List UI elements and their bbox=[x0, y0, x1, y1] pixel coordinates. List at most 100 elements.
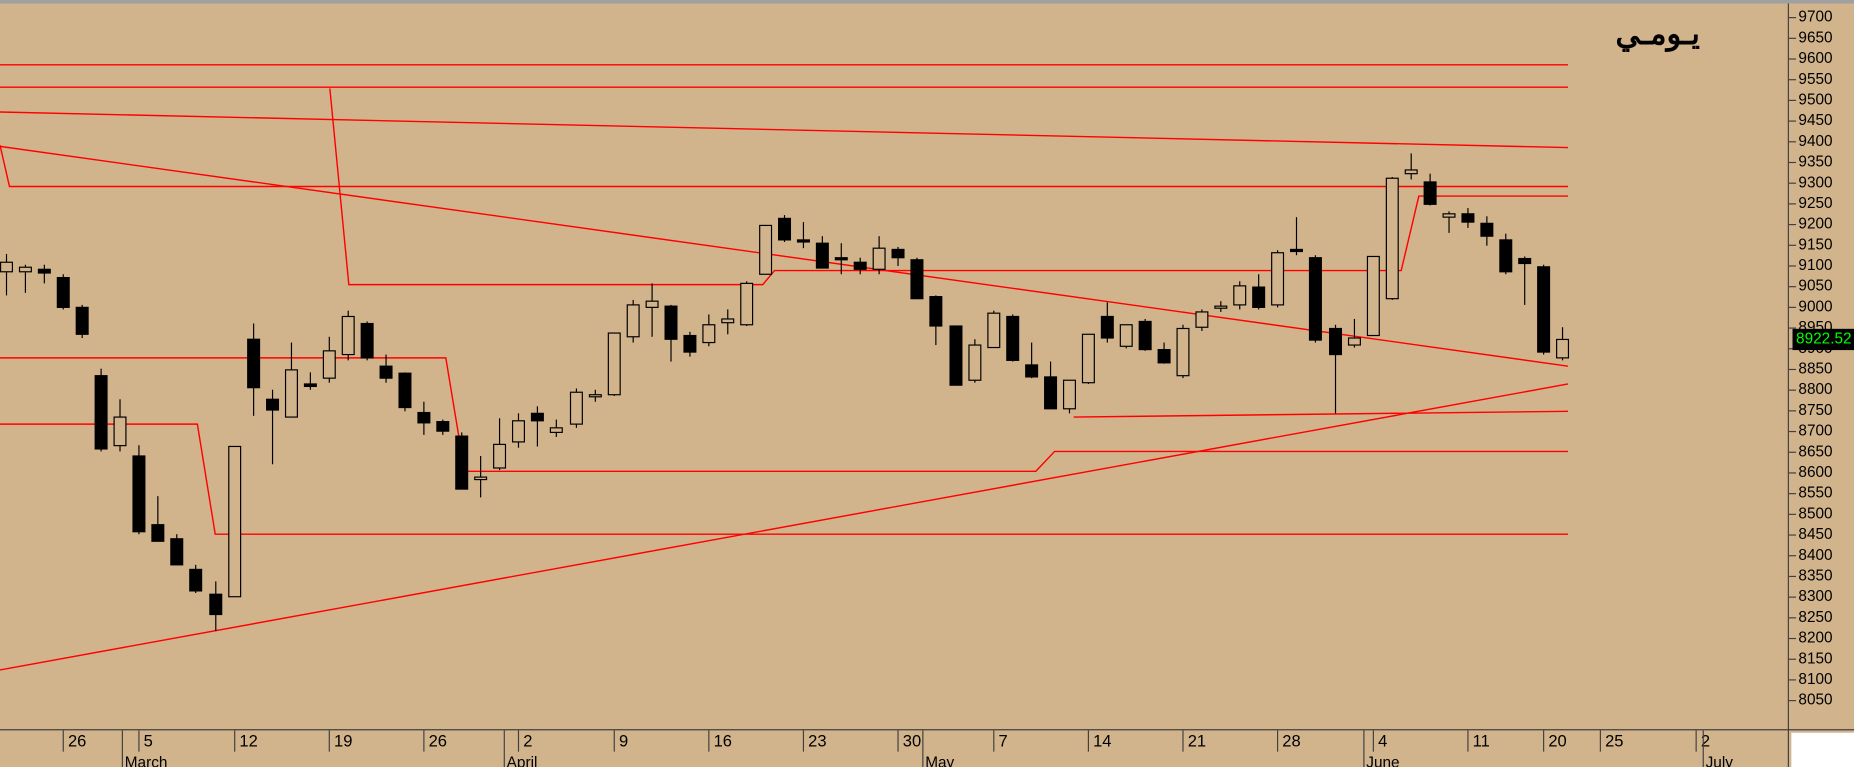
x-tick-label: 26 bbox=[429, 732, 447, 751]
x-tick-label: 14 bbox=[1093, 732, 1111, 751]
x-tick-label: 16 bbox=[714, 732, 732, 751]
x-tick-label: 5 bbox=[144, 732, 153, 751]
candle-body bbox=[740, 282, 754, 326]
candle-body bbox=[834, 257, 848, 261]
candle-body bbox=[645, 300, 659, 308]
candle-body bbox=[910, 259, 924, 300]
candle-body bbox=[455, 435, 469, 490]
candle-body bbox=[493, 443, 507, 469]
trend-line bbox=[0, 145, 1569, 367]
candle-body bbox=[949, 325, 963, 386]
y-tick-label: 8350 bbox=[1798, 568, 1832, 585]
candle-body bbox=[1138, 320, 1152, 351]
candle-body bbox=[322, 350, 336, 379]
y-tick-label: 9250 bbox=[1798, 195, 1832, 212]
y-tick-label: 9600 bbox=[1798, 50, 1832, 67]
x-tick-label: 23 bbox=[808, 732, 826, 751]
y-tick-label: 9150 bbox=[1798, 236, 1832, 253]
y-tick-label: 8700 bbox=[1798, 423, 1832, 440]
candle-body bbox=[1366, 255, 1380, 337]
x-tick-label: 12 bbox=[239, 732, 257, 751]
y-tick-label: 9700 bbox=[1798, 9, 1832, 26]
y-tick-label: 9300 bbox=[1798, 174, 1832, 191]
y-tick-label: 8250 bbox=[1798, 609, 1832, 626]
month-label: June bbox=[1366, 755, 1399, 767]
candle-body bbox=[1195, 311, 1209, 328]
candle-body bbox=[872, 247, 886, 270]
candle-body bbox=[530, 412, 544, 422]
x-tick-label: 20 bbox=[1548, 732, 1566, 751]
candle-body bbox=[1044, 376, 1058, 410]
candle-body bbox=[379, 365, 393, 379]
candle-body bbox=[1518, 257, 1532, 265]
candle-body bbox=[1404, 169, 1418, 175]
y-tick-label: 8750 bbox=[1798, 402, 1832, 419]
last-price-label: 8922.52 bbox=[1796, 331, 1852, 348]
x-tick-label: 9 bbox=[619, 732, 628, 751]
y-tick-label: 8600 bbox=[1798, 464, 1832, 481]
candle-body bbox=[266, 398, 280, 411]
candle-body bbox=[303, 383, 317, 388]
candle-body bbox=[1252, 286, 1266, 308]
y-tick-label: 9200 bbox=[1798, 216, 1832, 233]
candle-body bbox=[0, 261, 14, 273]
candle-body bbox=[891, 248, 905, 259]
candle-body bbox=[968, 344, 982, 381]
candle-body bbox=[987, 312, 1001, 349]
candle-body bbox=[1119, 324, 1133, 347]
candle-body bbox=[759, 224, 773, 275]
candle-body bbox=[664, 305, 678, 340]
candle-body bbox=[474, 476, 488, 481]
candle-body bbox=[228, 445, 242, 598]
y-tick-label: 8800 bbox=[1798, 381, 1832, 398]
candle-body bbox=[607, 332, 621, 396]
y-tick-label: 9550 bbox=[1798, 71, 1832, 88]
candle-body bbox=[436, 421, 450, 432]
y-tick-label: 8450 bbox=[1798, 526, 1832, 543]
trend-line bbox=[0, 144, 1569, 188]
candle-body bbox=[37, 268, 51, 274]
candle-body bbox=[796, 239, 810, 243]
last-price-box bbox=[1792, 328, 1854, 351]
y-tick-label: 9650 bbox=[1798, 29, 1832, 46]
trend-line bbox=[0, 383, 1569, 671]
candle-body bbox=[398, 372, 412, 409]
x-tick-label: 2 bbox=[1701, 732, 1710, 751]
y-tick-label: 8650 bbox=[1798, 443, 1832, 460]
candle-body bbox=[778, 217, 792, 241]
candle-body bbox=[1176, 327, 1190, 377]
candle-body bbox=[626, 304, 640, 338]
candle-body bbox=[1062, 379, 1076, 410]
month-label: April bbox=[507, 755, 538, 767]
x-tick-label: 25 bbox=[1605, 732, 1623, 751]
y-tick-label: 9050 bbox=[1798, 278, 1832, 295]
candle-body bbox=[1556, 338, 1570, 359]
y-tick-label: 8150 bbox=[1798, 650, 1832, 667]
candle-body bbox=[1100, 315, 1114, 339]
y-tick-label: 9100 bbox=[1798, 257, 1832, 274]
y-tick-label: 8100 bbox=[1798, 671, 1832, 688]
top-border bbox=[0, 0, 1854, 4]
candle-body bbox=[1499, 239, 1513, 273]
candle-body bbox=[1081, 333, 1095, 384]
corner-box bbox=[1791, 732, 1854, 767]
chart-title: يـومـي bbox=[1615, 16, 1700, 53]
y-tick-label: 9000 bbox=[1798, 298, 1832, 315]
candle-body bbox=[1423, 181, 1437, 205]
candle-body bbox=[511, 420, 525, 443]
candle-body bbox=[721, 318, 735, 324]
candle-body bbox=[151, 524, 165, 542]
y-tick-label: 9450 bbox=[1798, 112, 1832, 129]
y-tick-label: 9350 bbox=[1798, 154, 1832, 171]
x-tick-label: 28 bbox=[1282, 732, 1300, 751]
candle-body bbox=[284, 369, 298, 418]
x-tick-label: 11 bbox=[1473, 732, 1490, 751]
x-tick-label: 4 bbox=[1378, 732, 1387, 751]
candle-body bbox=[417, 411, 431, 424]
candle-body bbox=[247, 338, 261, 389]
candle-body bbox=[1025, 364, 1039, 378]
candle-body bbox=[1006, 315, 1020, 361]
